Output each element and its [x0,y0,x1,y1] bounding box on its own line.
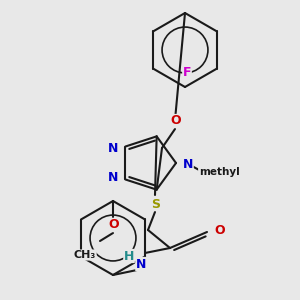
Text: H: H [124,250,134,262]
Text: O: O [171,115,181,128]
Text: F: F [183,67,191,80]
Text: CH₃: CH₃ [74,250,96,260]
Text: O: O [109,218,119,232]
Text: N: N [108,142,118,155]
Text: O: O [215,224,225,236]
Text: N: N [183,158,193,170]
Text: N: N [136,257,146,271]
Text: N: N [108,171,118,184]
Text: methyl: methyl [199,167,239,177]
Text: S: S [152,197,160,211]
